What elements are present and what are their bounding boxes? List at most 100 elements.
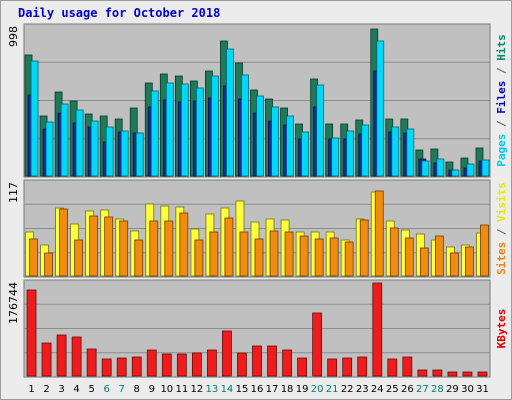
bar-middle-sites xyxy=(284,231,294,277)
bar-top-pages xyxy=(331,137,340,177)
bar-bottom-kbytes xyxy=(327,358,338,377)
bar-middle-sites xyxy=(329,237,339,277)
x-tick-label: 2 xyxy=(43,384,49,395)
bar-middle-sites xyxy=(314,238,324,277)
x-tick-label: 5 xyxy=(88,384,94,395)
bar-top-pages xyxy=(271,106,279,177)
x-tick-label: 19 xyxy=(296,384,309,395)
x-tick-label: 7 xyxy=(119,384,125,395)
x-tick-label: 4 xyxy=(73,384,79,395)
bar-bottom-kbytes xyxy=(312,312,323,377)
x-tick-label: 27 xyxy=(416,384,429,395)
side-legend-part: Pages xyxy=(495,134,508,167)
x-tick-label: 22 xyxy=(341,384,354,395)
side-legend-part: / xyxy=(495,222,508,242)
panel-middle-side-legend: Sites / Visits xyxy=(495,182,508,275)
bar-middle-sites xyxy=(450,252,459,277)
bar-bottom-kbytes xyxy=(131,356,142,377)
bar-bottom-kbytes xyxy=(222,330,232,377)
bar-top-pages xyxy=(90,120,99,177)
x-tick-label: 14 xyxy=(221,384,234,395)
bar-top-pages xyxy=(180,83,189,177)
x-tick-label: 21 xyxy=(326,384,339,395)
bar-top-pages xyxy=(436,158,445,177)
bar-middle-sites xyxy=(299,235,309,277)
x-tick-label: 18 xyxy=(281,384,294,395)
bar-bottom-kbytes xyxy=(26,289,37,377)
bar-top-pages xyxy=(60,103,69,177)
x-tick-label: 25 xyxy=(386,384,399,395)
bar-top-pages xyxy=(195,87,204,177)
panel-bottom-ymax-label: 176744 xyxy=(7,282,20,324)
bar-bottom-kbytes xyxy=(357,356,368,377)
bar-bottom-kbytes xyxy=(237,352,247,377)
bar-bottom-kbytes xyxy=(252,345,262,377)
x-tick-label: 3 xyxy=(58,384,64,395)
bar-top-pages xyxy=(406,128,415,177)
bar-middle-sites xyxy=(74,239,84,277)
bar-top-pages xyxy=(120,130,129,177)
bar-bottom-kbytes xyxy=(101,358,112,377)
bar-top-pages xyxy=(346,130,355,177)
bar-top-pages xyxy=(30,60,39,177)
bar-middle-sites xyxy=(134,239,144,277)
bar-top-pages xyxy=(165,82,174,177)
side-legend-part: KBytes xyxy=(495,309,508,349)
bar-top-pages xyxy=(241,74,249,177)
x-tick-label: 15 xyxy=(236,384,249,395)
bar-bottom-kbytes xyxy=(477,371,488,377)
bar-bottom-kbytes xyxy=(116,357,127,377)
panel-top-ymax-label: 998 xyxy=(7,26,20,47)
bar-top-pages xyxy=(316,84,325,177)
x-tick-label: 6 xyxy=(103,384,109,395)
bar-middle-sites xyxy=(419,247,429,277)
x-tick-label: 20 xyxy=(311,384,324,395)
x-tick-label: 31 xyxy=(476,384,489,395)
bar-middle-sites xyxy=(44,252,53,277)
side-legend-part: Files xyxy=(495,81,508,114)
bar-bottom-kbytes xyxy=(447,371,458,377)
bar-bottom-kbytes xyxy=(432,369,443,377)
side-legend-part: Visits xyxy=(495,182,508,222)
bar-top-pages xyxy=(150,90,159,177)
bar-bottom-kbytes xyxy=(56,334,67,377)
bar-bottom-kbytes xyxy=(372,282,383,377)
bar-top-pages xyxy=(135,132,144,177)
bar-top-pages xyxy=(211,75,219,177)
side-legend-part: Hits xyxy=(495,34,508,61)
x-tick-label: 1 xyxy=(28,384,34,395)
bar-bottom-kbytes xyxy=(282,349,292,377)
bar-top-pages xyxy=(105,126,114,177)
bar-top-pages xyxy=(286,115,294,177)
bar-middle-sites xyxy=(344,241,354,277)
x-tick-label: 24 xyxy=(371,384,384,395)
side-legend-part: / xyxy=(495,114,508,134)
bar-top-pages xyxy=(256,95,264,177)
bar-bottom-kbytes xyxy=(41,342,52,377)
bar-middle-sites xyxy=(179,212,189,277)
bar-top-pages xyxy=(45,121,54,177)
bar-bottom-kbytes xyxy=(342,357,353,377)
bar-middle-sites xyxy=(29,238,38,277)
bar-top-pages xyxy=(391,126,400,177)
bar-middle-sites xyxy=(269,230,279,277)
bar-bottom-kbytes xyxy=(146,349,157,377)
x-tick-label: 11 xyxy=(175,384,188,395)
bar-top-pages xyxy=(301,131,309,177)
bar-bottom-kbytes xyxy=(462,371,473,377)
bar-top-pages xyxy=(226,48,234,177)
x-tick-label: 23 xyxy=(356,384,369,395)
bar-top-pages xyxy=(376,40,385,177)
bar-middle-sites xyxy=(239,231,249,277)
bar-middle-sites xyxy=(194,239,204,277)
bar-middle-sites xyxy=(209,231,219,277)
panel-top-side-legend: Pages / Files / Hits xyxy=(495,34,508,167)
x-tick-label: 12 xyxy=(191,384,204,395)
bar-top-pages xyxy=(361,124,370,177)
x-tick-label: 9 xyxy=(149,384,155,395)
side-legend-part: / xyxy=(495,61,508,81)
x-tick-label: 17 xyxy=(266,384,279,395)
bar-bottom-kbytes xyxy=(402,356,413,377)
bar-bottom-kbytes xyxy=(267,345,277,377)
bar-middle-sites xyxy=(389,227,399,277)
